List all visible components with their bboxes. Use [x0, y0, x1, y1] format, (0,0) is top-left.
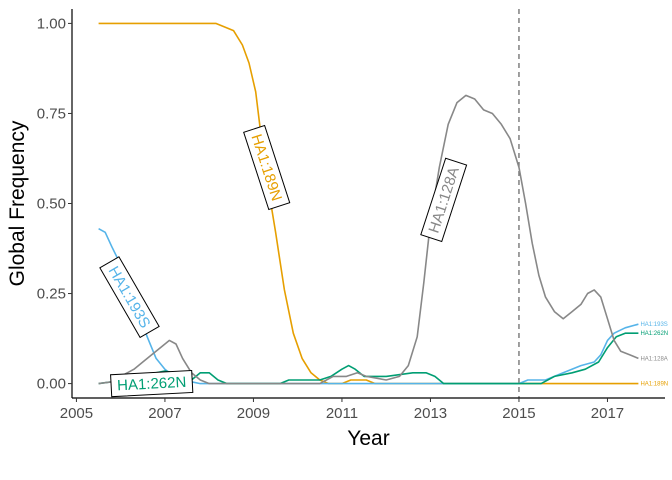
series-label-box: HA1:262N	[110, 369, 194, 398]
series-labels: HA1:189N HA1:193S HA1:262N HA1:128A HA1:189N…	[99, 124, 668, 398]
x-tick-label: 2015	[502, 405, 535, 422]
series-label: HA1:262N	[117, 374, 187, 395]
series-label-frame	[243, 124, 291, 211]
series-label-box: HA1:193S	[99, 256, 160, 339]
series-label-frame	[420, 157, 468, 243]
y-tick-label: 1.00	[37, 15, 66, 32]
series-line-ha1193s	[98, 227, 639, 385]
x-tick-label: 2009	[237, 405, 270, 422]
x-axis-title: Year	[347, 427, 389, 450]
series-label-box: HA1:128A	[420, 157, 468, 243]
series-label-frame	[110, 369, 194, 398]
series-label-box: HA1:189N	[243, 124, 291, 211]
series-end-label: HA1:189N	[640, 382, 668, 388]
series-label-frame	[99, 256, 160, 339]
series-line-ha1128a	[98, 94, 639, 385]
y-tick-label: 0.25	[37, 286, 66, 303]
plot-area	[98, 9, 639, 398]
series-end-label: HA1:128A	[640, 356, 667, 362]
series-label: HA1:189N	[247, 132, 285, 203]
series-line-ha1189n	[98, 22, 639, 385]
series-label: HA1:128A	[426, 165, 463, 235]
x-tick-label: 2007	[148, 405, 181, 422]
y-axis-title: Global Frequency	[6, 120, 29, 286]
x-tick-label: 2011	[326, 405, 358, 422]
x-tick-label: 2013	[414, 405, 447, 422]
axes: 0.00 0.25 0.50 0.75 1.00 2005 2007 2009 2011 2013…	[37, 9, 665, 422]
y-tick-label: 0.50	[37, 196, 66, 213]
y-tick-label: 0.00	[37, 376, 66, 393]
series-end-label: HA1:262N	[640, 331, 668, 337]
x-tick-label: 2005	[60, 405, 93, 422]
x-tick-label: 2017	[591, 405, 624, 422]
series-end-label: HA1:193S	[640, 322, 667, 328]
y-tick-label: 0.75	[37, 105, 66, 122]
